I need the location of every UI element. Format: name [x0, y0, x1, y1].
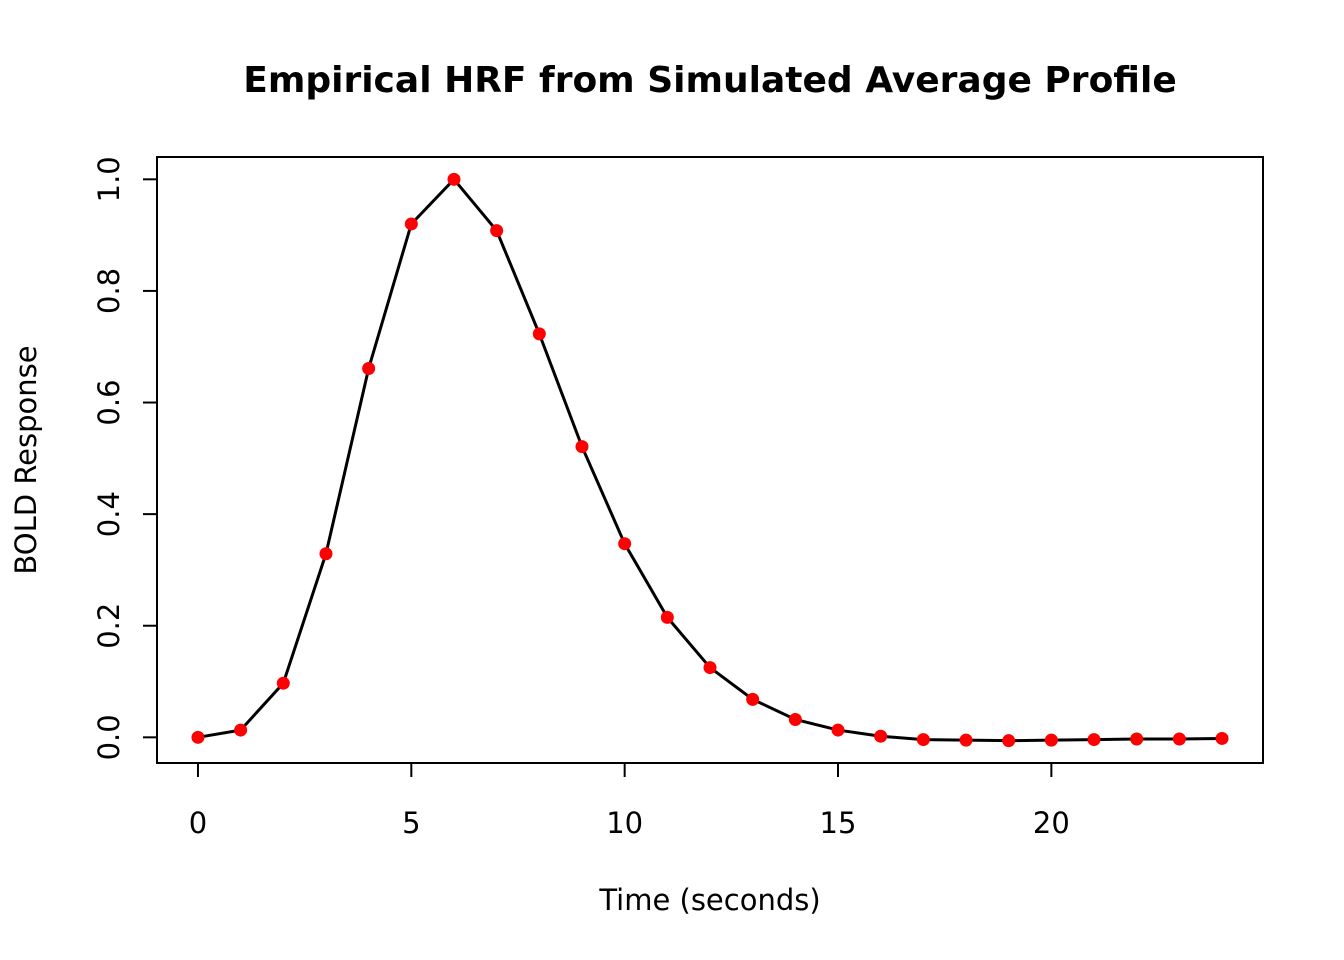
data-point [234, 723, 248, 737]
data-point [874, 729, 888, 743]
y-tick-label: 1.0 [92, 156, 126, 202]
data-point [490, 224, 504, 238]
data-point [1215, 731, 1229, 745]
data-point [447, 172, 461, 186]
data-point [532, 327, 546, 341]
y-tick-label: 0.2 [92, 603, 126, 649]
data-point [1044, 733, 1058, 747]
data-point [362, 361, 376, 375]
data-point [1172, 732, 1186, 746]
x-tick-label: 10 [606, 806, 643, 840]
data-point [618, 537, 632, 551]
data-point [319, 547, 333, 561]
x-tick-label: 5 [402, 806, 420, 840]
data-point [959, 733, 973, 747]
x-tick-label: 20 [1033, 806, 1070, 840]
y-tick-label: 0.4 [92, 491, 126, 537]
chart-title: Empirical HRF from Simulated Average Pro… [243, 60, 1177, 101]
data-point [404, 217, 418, 231]
data-point [831, 723, 845, 737]
data-point [1087, 733, 1101, 747]
data-line [197, 177, 1223, 743]
x-axis-label: Time (seconds) [598, 883, 820, 917]
data-point [746, 692, 760, 706]
data-point [660, 610, 674, 624]
y-tick-label: 0.8 [92, 268, 126, 314]
data-point [916, 733, 930, 747]
data-point [1002, 734, 1016, 748]
data-point [575, 440, 589, 454]
data-point [276, 676, 290, 690]
y-tick-label: 0.0 [92, 714, 126, 760]
data-point [1130, 732, 1144, 746]
data-point [788, 712, 802, 726]
x-tick-label: 0 [189, 806, 207, 840]
x-tick-label: 15 [820, 806, 857, 840]
y-tick-label: 0.6 [92, 379, 126, 425]
y-axis-label: BOLD Response [9, 345, 43, 574]
data-point [191, 730, 205, 744]
data-point [703, 661, 717, 675]
